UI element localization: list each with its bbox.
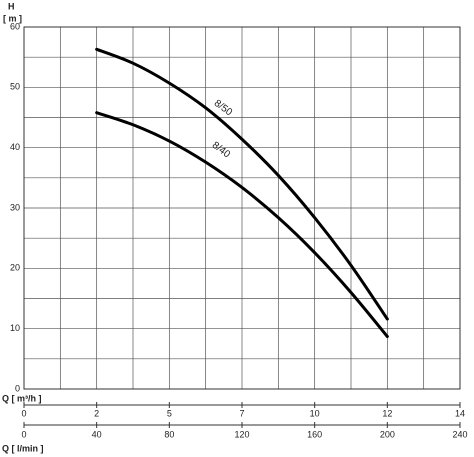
- y-tick-label: 10: [10, 323, 20, 333]
- y-axis-unit: [ m ]: [3, 13, 22, 23]
- x2-axis-title: Q [ m³/h ]: [2, 393, 42, 403]
- x2-tick-label: 2: [94, 408, 99, 418]
- x2-tick-label: 7: [239, 408, 244, 418]
- x-tick-label: 40: [92, 429, 102, 439]
- x2-tick-label: 5: [167, 408, 172, 418]
- x2-tick-label: 10: [310, 408, 320, 418]
- y-tick-label: 20: [10, 263, 20, 273]
- y-tick-label: 50: [10, 82, 20, 92]
- curve-label: 8/40: [210, 140, 233, 161]
- y-tick-label: 0: [15, 383, 20, 393]
- y-axis-title: H: [8, 1, 15, 11]
- x2-tick-label: 0: [21, 408, 26, 418]
- x-tick-label: 80: [164, 429, 174, 439]
- x2-tick-label: 12: [382, 408, 392, 418]
- x-tick-label: 0: [21, 429, 26, 439]
- x-tick-label: 200: [380, 429, 395, 439]
- x-tick-label: 240: [452, 429, 467, 439]
- curve: [95, 111, 389, 339]
- y-tick-label: 30: [10, 202, 20, 212]
- x-axis-title: Q [ l/min ]: [2, 443, 44, 453]
- y-tick-label: 60: [10, 21, 20, 31]
- plot-frame: [23, 26, 461, 390]
- curve: [95, 47, 389, 321]
- x2-tick-label: 14: [455, 408, 465, 418]
- x-tick-label: 160: [307, 429, 322, 439]
- y-tick-label: 40: [10, 142, 20, 152]
- x-tick-label: 120: [234, 429, 249, 439]
